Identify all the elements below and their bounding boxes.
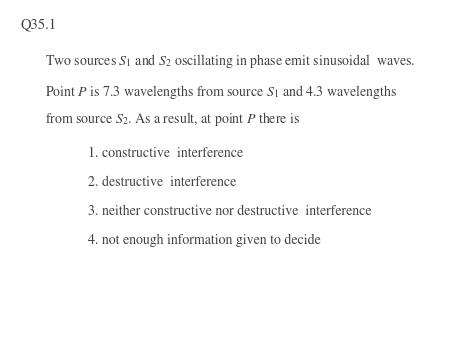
Text: 1. constructive  interference: 1. constructive interference [88,147,243,161]
Text: Two sources $S_1$ and $S_2$ oscillating in phase emit sinusoidal  waves.: Two sources $S_1$ and $S_2$ oscillating … [45,52,415,70]
Text: 4. not enough information given to decide: 4. not enough information given to decid… [88,233,320,247]
Text: from source $S_2$. As a result, at point $P$ there is: from source $S_2$. As a result, at point… [45,110,300,128]
Text: 3. neither constructive nor destructive  interference: 3. neither constructive nor destructive … [88,204,371,218]
Text: 2. destructive  interference: 2. destructive interference [88,176,236,189]
Text: Q35.1: Q35.1 [20,19,56,32]
Text: Point $P$ is 7.3 wavelengths from source $S_1$ and 4.3 wavelengths: Point $P$ is 7.3 wavelengths from source… [45,83,397,101]
